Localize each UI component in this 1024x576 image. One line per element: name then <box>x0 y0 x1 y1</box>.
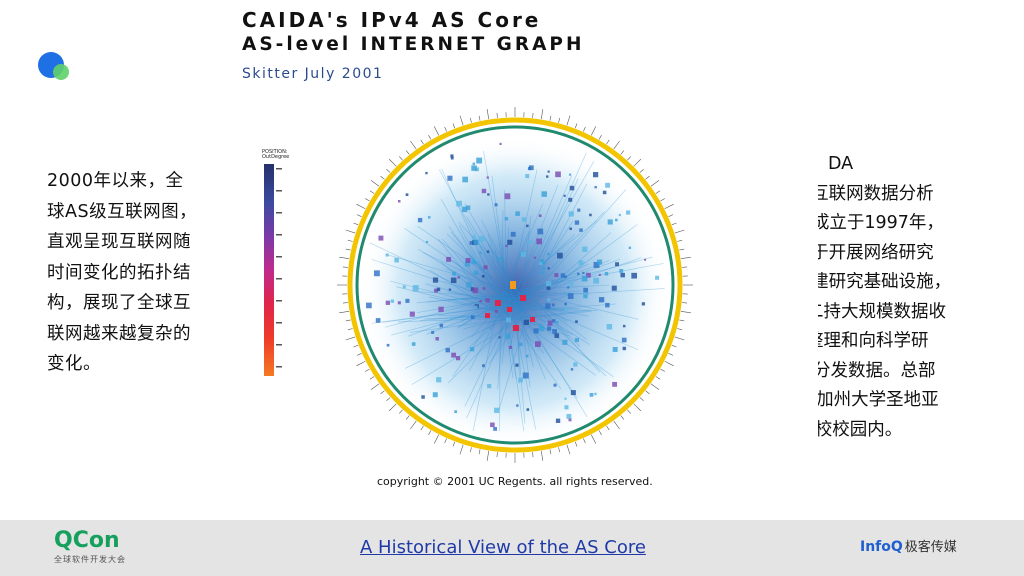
left-line: 联网越来越复杂的 <box>47 323 191 344</box>
inner-ring <box>355 125 675 445</box>
qcon-logo: QCon 全球软件开发大会 <box>54 530 126 565</box>
legend-ticks <box>276 168 282 368</box>
center-node <box>510 281 516 289</box>
left-line: 变化。 <box>47 354 101 374</box>
right-paragraph: DA I互联网数据分析 \成立于1997年， J于开展网络研究 J建研究基础设施… <box>818 150 1024 445</box>
right-line: `校校园内。 <box>818 419 903 440</box>
left-line: 直观呈现互联网随 <box>47 232 191 252</box>
right-line: !分发数据。总部 <box>818 360 936 381</box>
right-line: \成立于1997年， <box>818 213 944 233</box>
graph-subtitle: Skitter July 2001 <box>242 66 384 82</box>
left-line: 球AS级互联网图， <box>47 201 198 222</box>
infoq-logo: InfoQ 极客传媒 <box>860 536 957 555</box>
historical-view-link[interactable]: A Historical View of the AS Core <box>360 537 646 558</box>
right-line: DA <box>828 154 854 174</box>
copyright-notice: copyright © 2001 UC Regents. all rights … <box>377 475 653 488</box>
legend-color-bar <box>264 164 274 376</box>
graph-title-line2: AS-level INTERNET GRAPH <box>242 34 585 55</box>
logo-dots-icon <box>36 50 76 86</box>
left-line: 构，展现了全球互 <box>47 293 191 313</box>
qcon-brand: QCon <box>54 528 120 553</box>
right-line: J建研究基础设施， <box>818 272 952 292</box>
footer-bar <box>0 520 1024 576</box>
graph-title: CAIDA's IPv4 AS Core AS-level INTERNET G… <box>242 8 584 55</box>
as-graph-visualization <box>337 107 693 463</box>
left-paragraph: 2000年以来，全 球AS级互联网图， 直观呈现互联网随 时间变化的拓扑结 构，… <box>47 166 207 380</box>
right-line: J于开展网络研究 <box>818 242 934 263</box>
outdegree-legend: POSITION: OutDegree <box>258 150 298 380</box>
as-nodes <box>366 142 660 431</box>
right-line: 二持大规模数据收 <box>818 301 946 322</box>
core-nodes <box>485 295 535 331</box>
slide: 2000年以来，全 球AS级互联网图， 直观呈现互联网随 时间变化的拓扑结 构，… <box>36 8 1024 488</box>
left-line: 2000年以来，全 <box>47 171 184 191</box>
left-line: 时间变化的拓扑结 <box>47 262 191 283</box>
infoq-brand-cn: 极客传媒 <box>904 540 957 555</box>
qcon-brand-sub: 全球软件开发大会 <box>54 555 126 564</box>
outer-ring <box>347 117 683 453</box>
legend-title: POSITION: OutDegree <box>262 149 290 160</box>
right-line: 整理和向科学研 <box>818 331 929 351</box>
right-line: I互联网数据分析 <box>818 183 934 204</box>
right-line: F加州大学圣地亚 <box>818 390 939 410</box>
infoq-brand: InfoQ <box>860 539 903 555</box>
graph-title-line1: CAIDA's IPv4 AS Core <box>242 8 542 32</box>
outer-tick-marks <box>337 107 693 463</box>
